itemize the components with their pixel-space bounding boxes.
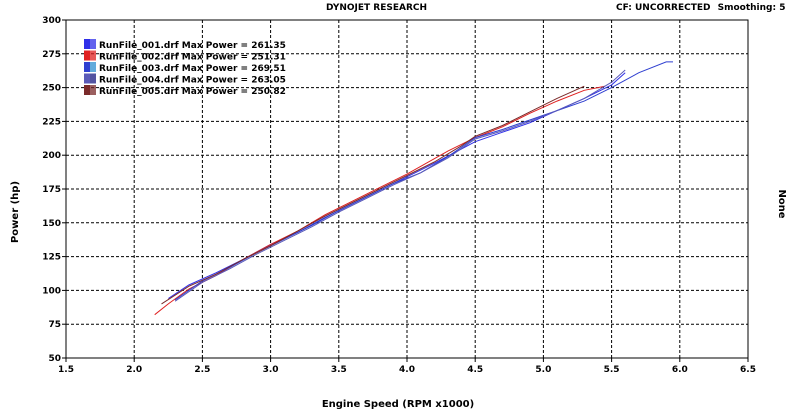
y-tick-label: 250: [42, 84, 61, 94]
chart-title: DYNOJET RESEARCH: [326, 3, 428, 13]
y-tick-label: 50: [48, 354, 61, 364]
legend-swatch: [84, 39, 90, 49]
legend-swatch-shade: [90, 39, 96, 49]
y-tick-label: 275: [42, 50, 61, 60]
legend-entry: RunFile_005.drf Max Power = 250.82: [99, 87, 286, 97]
correction-factor-label: CF: UNCORRECTED: [616, 3, 711, 13]
legend-swatch-shade: [90, 85, 96, 95]
y-axis-label: Power (hp): [10, 181, 21, 243]
legend: RunFile_001.drf Max Power = 261.35 RunFil…: [84, 39, 286, 97]
y-axis-ticks: 300 275 250 225 200 175 150 125 100 75 50: [42, 16, 66, 364]
legend-entry: RunFile_004.drf Max Power = 263.05: [99, 76, 286, 86]
x-axis-label: Engine Speed (RPM x1000): [322, 399, 474, 410]
y-tick-label: 300: [42, 16, 61, 26]
grid: [66, 20, 748, 358]
series-lines: [154, 61, 673, 316]
x-tick-label: 4.0: [399, 365, 415, 375]
x-tick-label: 6.5: [740, 365, 756, 375]
series-line-4: [174, 69, 626, 302]
legend-entry: RunFile_001.drf Max Power = 261.35: [99, 41, 286, 51]
x-tick-label: 1.5: [58, 365, 74, 375]
x-tick-label: 6.0: [672, 365, 688, 375]
legend-swatch: [84, 73, 90, 84]
y-tick-label: 175: [42, 185, 61, 195]
y-tick-label: 150: [42, 219, 61, 229]
x-tick-label: 4.5: [467, 365, 483, 375]
series-line-2: [154, 85, 605, 316]
legend-swatch: [84, 50, 90, 61]
x-axis-ticks: 1.5 2.0 2.5 3.0 3.5 4.0 4.5 5.0 5.5 6.0 6.5: [58, 358, 756, 375]
y-tick-label: 75: [48, 320, 61, 330]
series-line-3: [174, 61, 673, 301]
x-tick-label: 3.5: [331, 365, 347, 375]
x-tick-label: 3.0: [263, 365, 279, 375]
legend-swatch-shade: [90, 62, 96, 72]
y-tick-label: 100: [42, 286, 61, 296]
legend-swatch: [84, 85, 90, 95]
y-tick-label: 200: [42, 151, 61, 161]
legend-entry: RunFile_003.drf Max Power = 269.51: [99, 64, 286, 74]
legend-swatch-shade: [90, 73, 96, 84]
legend-swatch-shade: [90, 50, 96, 61]
secondary-y-axis-label: None: [776, 189, 787, 218]
legend-swatch: [84, 62, 90, 72]
header-info: CF: UNCORRECTED Smoothing: 5: [616, 3, 789, 13]
x-tick-label: 5.5: [604, 365, 620, 375]
legend-entry: RunFile_002.drf Max Power = 251.31: [99, 53, 286, 63]
y-tick-label: 125: [42, 253, 61, 263]
smoothing-label: Smoothing: 5: [717, 3, 786, 13]
y-tick-label: 225: [42, 117, 61, 127]
x-tick-label: 5.0: [535, 365, 551, 375]
x-tick-label: 2.5: [194, 365, 210, 375]
x-tick-label: 2.0: [126, 365, 142, 375]
series-line-5: [161, 85, 585, 305]
